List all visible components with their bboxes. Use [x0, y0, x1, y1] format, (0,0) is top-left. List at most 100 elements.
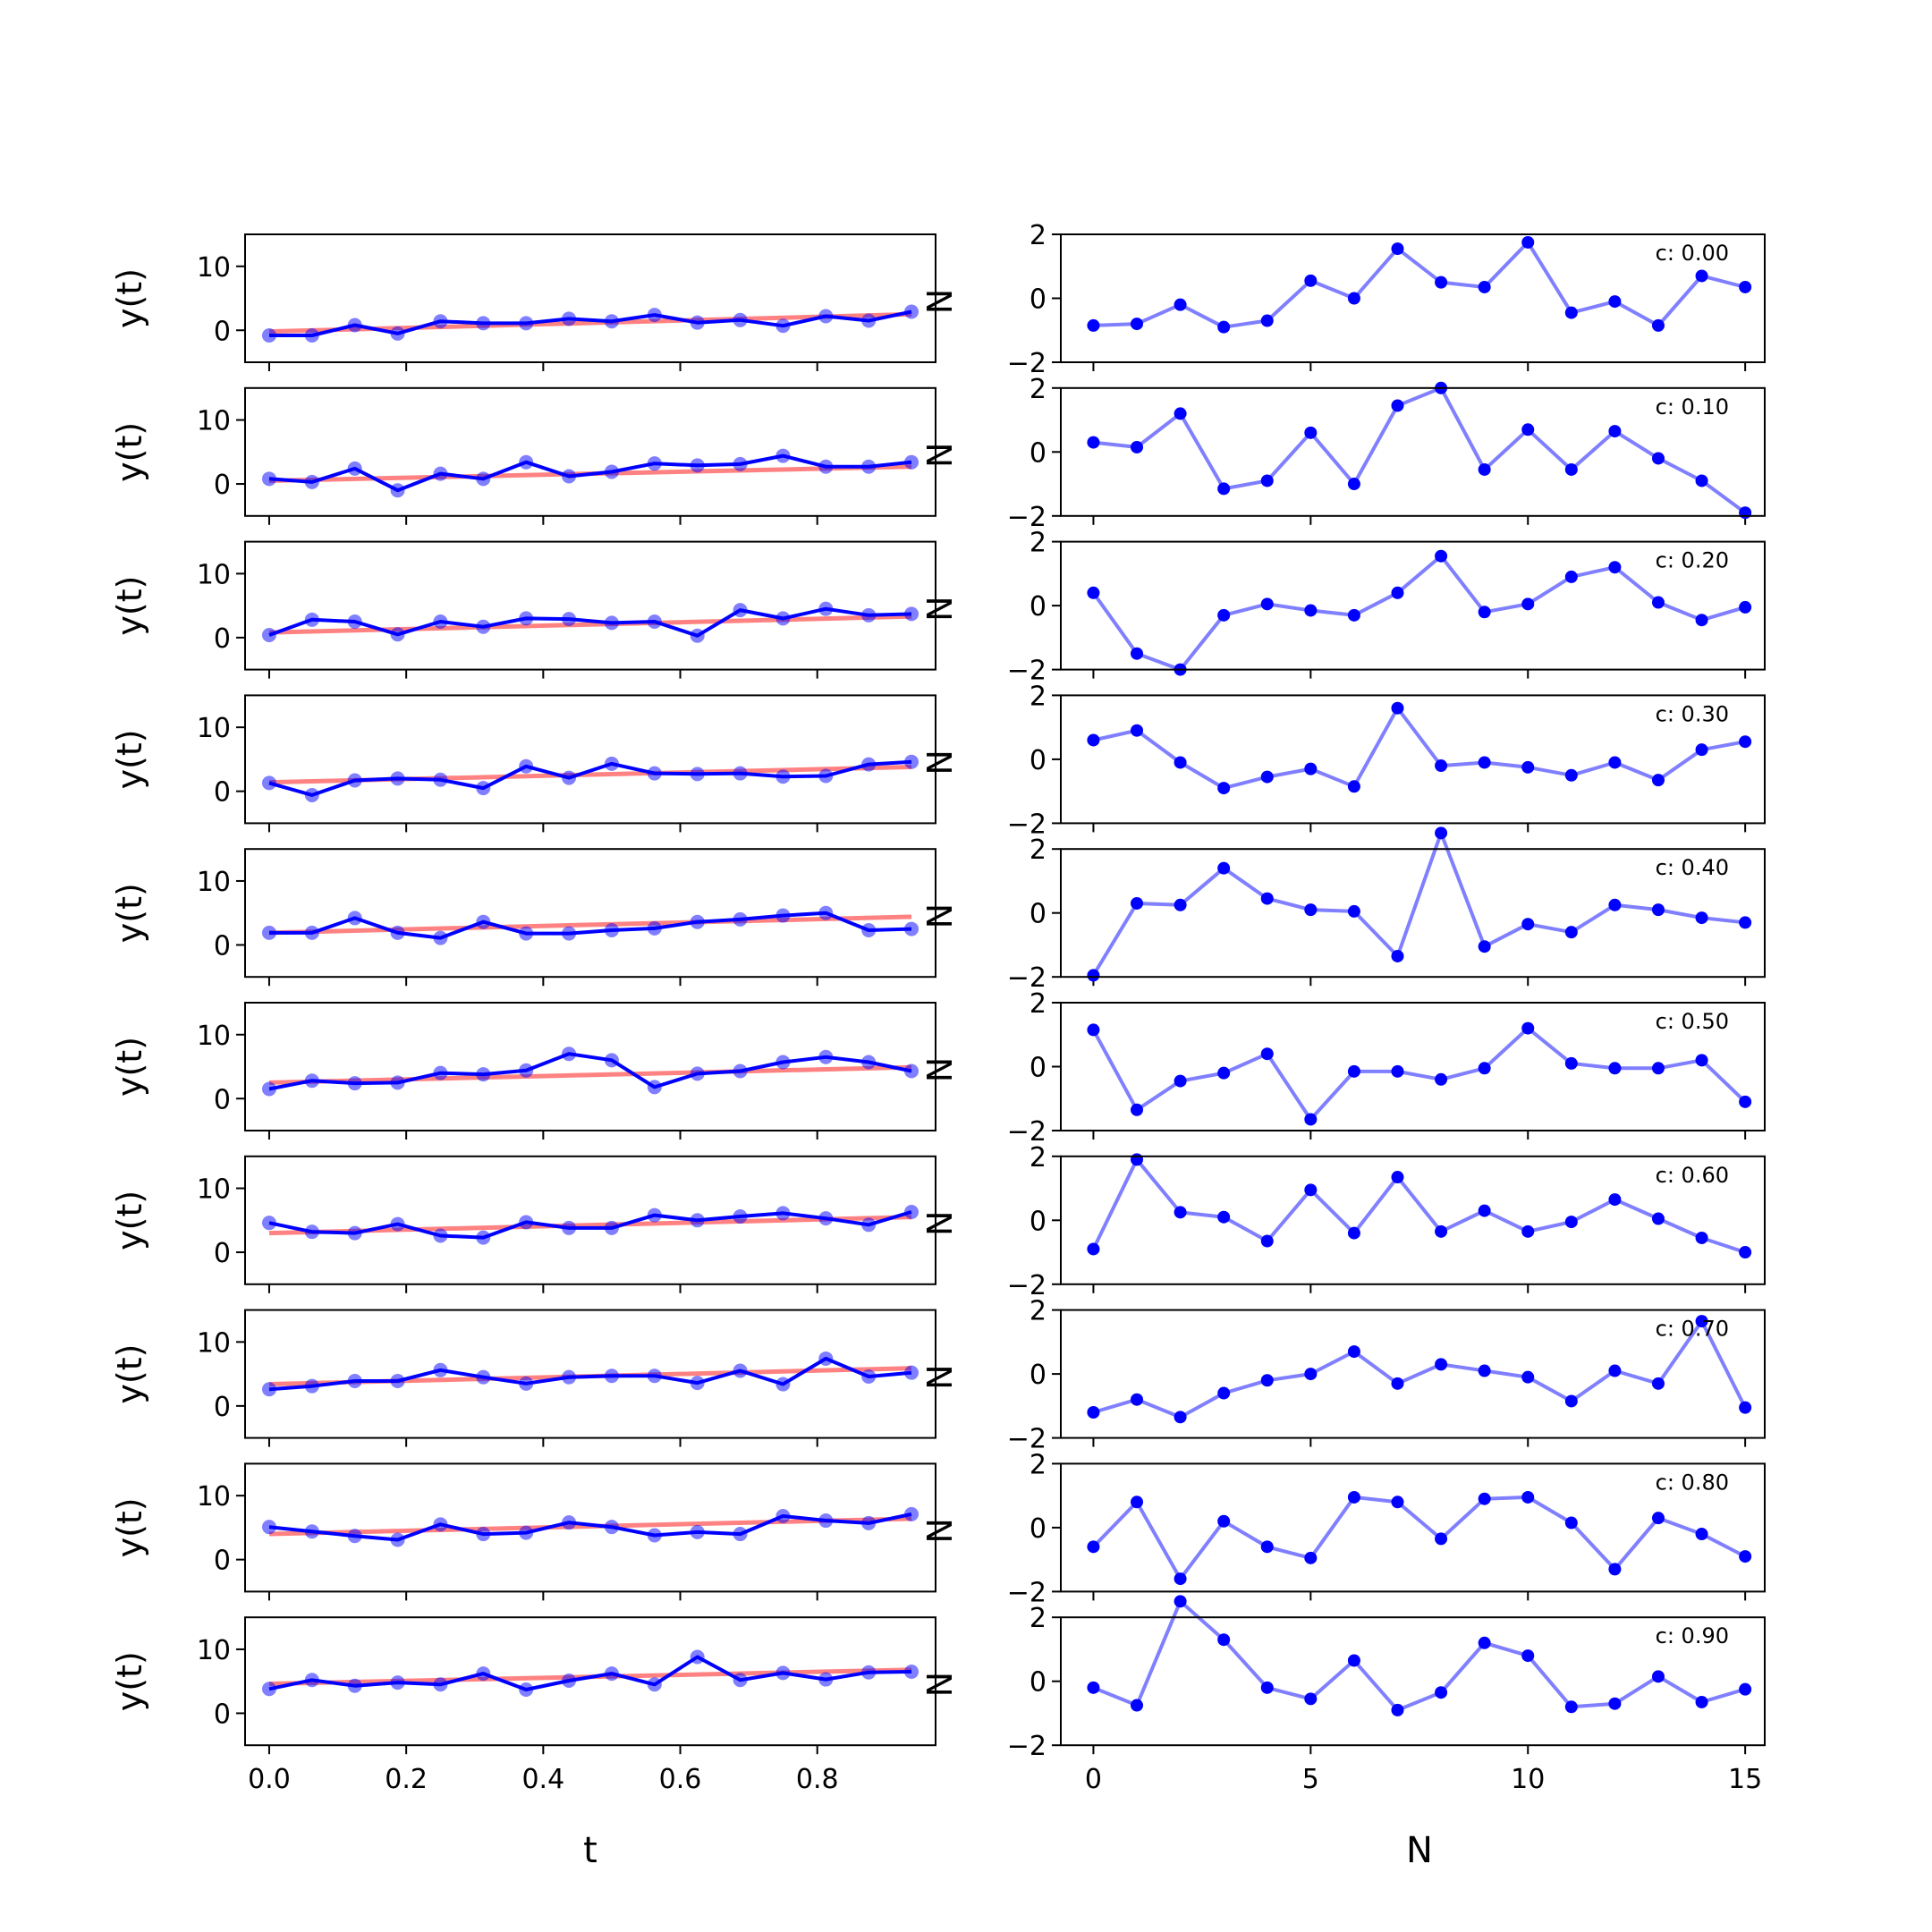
right-panel: −2 0 2 c: 0.00 −2 0 2 c: 0.10 −2 0 2 c: 0.20 −2 0 2 c: … [1007, 220, 1766, 1795]
data-point [1217, 1210, 1231, 1224]
c-value-label: c: 0.50 [1656, 1009, 1729, 1034]
c-value-label: c: 0.30 [1656, 701, 1729, 726]
data-point [1521, 760, 1535, 774]
right-y-tick-label: 0 [1030, 899, 1046, 930]
data-point [1217, 861, 1231, 875]
data-point [1174, 1595, 1187, 1608]
right-subplot-0: −2 0 2 c: 0.00 [1007, 220, 1766, 379]
data-point [1304, 274, 1318, 287]
data-point [1217, 1514, 1231, 1528]
data-point-halo [904, 921, 919, 936]
data-point [1260, 314, 1274, 327]
data-point [1521, 597, 1535, 611]
data-point [1564, 768, 1578, 782]
data-point [1651, 1512, 1665, 1525]
data-point [1521, 235, 1535, 249]
side-label: N [920, 1057, 960, 1082]
data-point [1260, 770, 1274, 784]
right-frame [1060, 1002, 1766, 1131]
left-y-tick-label: 0 [214, 470, 231, 501]
data-point [1695, 269, 1708, 283]
data-point [1304, 1183, 1318, 1197]
data-point [1651, 1212, 1665, 1225]
data-point [1391, 1496, 1404, 1509]
left-y-tick-label: 10 [197, 1174, 231, 1206]
data-point [1347, 1490, 1360, 1504]
data-point [1174, 407, 1187, 420]
data-point [1391, 586, 1404, 599]
c-value-label: c: 0.10 [1656, 394, 1729, 419]
data-point [1564, 926, 1578, 939]
left-x-tick-label: 0.0 [248, 1764, 291, 1795]
left-y-tick-label: 0 [214, 777, 231, 809]
c-value-label: c: 0.00 [1656, 241, 1729, 266]
right-y-tick-label: 2 [1030, 528, 1046, 559]
data-point [1391, 242, 1404, 256]
data-point [1217, 482, 1231, 496]
data-point [1347, 608, 1360, 622]
data-point [1695, 1528, 1708, 1541]
data-point [1391, 701, 1404, 715]
left-plot-area [261, 754, 919, 802]
data-point [1217, 608, 1231, 622]
right-y-tick-label: −2 [1007, 1270, 1046, 1301]
left-x-tick-label: 0.2 [385, 1764, 428, 1795]
left-y-tick-label: 0 [214, 316, 231, 347]
right-frame [1060, 233, 1766, 363]
right-y-tick-label: −2 [1007, 656, 1046, 687]
left-y-tick-label: 0 [214, 1238, 231, 1269]
data-point [1739, 1246, 1752, 1259]
data-point [1174, 756, 1187, 769]
right-y-tick-label: −2 [1007, 1731, 1046, 1762]
data-point [1739, 1095, 1752, 1108]
data-point [1304, 1368, 1318, 1381]
right-subplot-6: −2 0 2 c: 0.60 [1007, 1142, 1766, 1301]
c-value-label: c: 0.70 [1656, 1317, 1729, 1342]
data-point [1564, 462, 1578, 476]
right-y-tick-label: 2 [1030, 374, 1046, 405]
left-frame [244, 540, 936, 671]
data-point [1131, 1699, 1144, 1712]
data-point [1739, 1550, 1752, 1563]
right-y-tick-label: 0 [1030, 1513, 1046, 1545]
data-point [1478, 606, 1491, 619]
data-point [1174, 1572, 1187, 1586]
right-subplot-4: −2 0 2 c: 0.40 [1007, 826, 1766, 994]
data-point [1087, 1242, 1100, 1256]
data-point [1478, 1204, 1491, 1217]
left-subplot-9: 0.0 0.2 0.4 0.6 0.8 0 10 y(t) N [110, 1616, 960, 1795]
fit-line [268, 914, 912, 936]
data-point [1087, 318, 1100, 332]
left-y-tick-label: 10 [197, 1021, 231, 1052]
series-line [1092, 1599, 1746, 1712]
data-point-halo [904, 304, 919, 319]
data-point [1521, 1370, 1535, 1384]
data-point [1478, 940, 1491, 953]
left-subplot-8: 0 10 y(t) N [110, 1462, 960, 1601]
right-frame [1060, 694, 1766, 825]
data-point [1435, 826, 1448, 840]
right-y-tick-label: 2 [1030, 1603, 1046, 1634]
data-point [1435, 759, 1448, 773]
data-point [1608, 1193, 1622, 1207]
left-y-axis-label: y(t) [110, 268, 149, 328]
left-plot-area [261, 1205, 919, 1245]
data-point [1087, 1540, 1100, 1554]
right-x-axis-label: N [1406, 1830, 1433, 1871]
right-y-tick-label: −2 [1007, 1577, 1046, 1608]
left-frame [244, 1616, 936, 1747]
data-point-halo [904, 606, 919, 622]
data-point [1608, 1062, 1622, 1075]
data-point-halo [904, 1664, 919, 1679]
data-point-halo [904, 454, 919, 470]
left-y-axis-label: y(t) [110, 883, 149, 943]
data-point [1478, 1062, 1491, 1075]
left-subplot-5: 0 10 y(t) N [110, 1002, 960, 1140]
data-point [1174, 898, 1187, 911]
data-point [1391, 399, 1404, 412]
right-x-tick-label: 0 [1085, 1764, 1102, 1795]
data-point-halo [261, 327, 276, 343]
left-frame [244, 848, 936, 979]
left-y-axis-label: y(t) [110, 1191, 149, 1250]
